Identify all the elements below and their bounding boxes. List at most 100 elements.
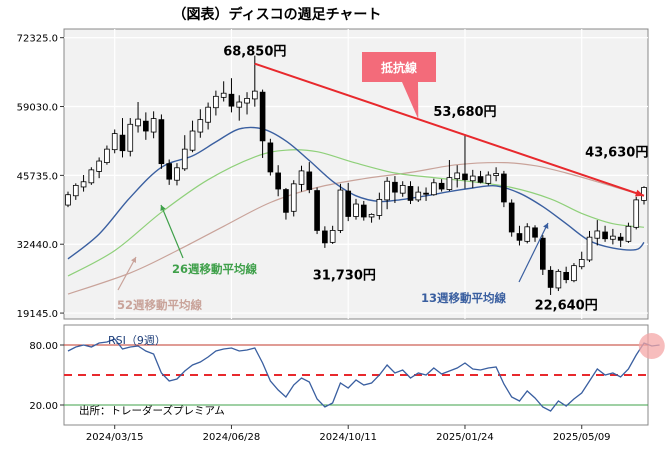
candle-body-up: [251, 90, 258, 100]
candle-body-up: [571, 265, 577, 282]
rsi-levels: [64, 344, 648, 406]
candle-body-down: [563, 271, 569, 281]
candle-body-up: [399, 184, 406, 194]
candle-body-up: [127, 123, 134, 152]
candle-body-up: [290, 183, 297, 212]
candle: [578, 251, 585, 270]
price-annotation: 22,640円: [535, 299, 598, 314]
candle: [431, 178, 437, 196]
candle: [104, 145, 110, 165]
price-y-axis: 72325.0 59030.0 45735.0 32440.0 19145.0: [17, 34, 64, 320]
candle: [392, 176, 398, 203]
candle: [625, 222, 632, 243]
ma52-callout-arrow: [117, 256, 137, 291]
ma26-callout: 26週移動平均線: [160, 204, 258, 276]
candle: [454, 165, 461, 188]
source-note: 出所：トレーダーズプレミアム: [79, 404, 225, 417]
candle: [353, 198, 359, 220]
ma26-line: [67, 149, 645, 277]
rsi-panel: 80.00 20.00 RSI（9週） 出所：トレーダーズプレミアム: [29, 324, 665, 426]
chart-title: （図表）ディスコの週足チャート: [173, 6, 382, 23]
candle: [594, 220, 601, 246]
candle: [423, 187, 429, 201]
candle-body-up: [244, 97, 250, 104]
candle: [563, 266, 569, 284]
ma26-label: 26週移動平均線: [172, 262, 258, 276]
candle: [415, 186, 422, 202]
candle-body-down: [345, 190, 352, 217]
ma52-line: [67, 161, 645, 295]
ma13-callout-arrowhead: [543, 223, 549, 229]
candle-body-up: [337, 189, 344, 231]
price-y-tick-label: 19145.0: [17, 309, 58, 320]
candle: [197, 109, 204, 138]
candle: [111, 129, 118, 154]
candle-body-down: [477, 176, 484, 183]
candle-body-down: [423, 192, 429, 195]
candle-body-down: [547, 269, 554, 288]
callout-box: [362, 52, 436, 82]
candle-body-down: [259, 91, 266, 142]
candle-body-up: [368, 213, 375, 218]
candle-body-down: [306, 171, 313, 190]
candle-body-up: [376, 198, 383, 216]
price-y-tick-label: 45735.0: [17, 171, 58, 182]
candle: [166, 159, 173, 185]
candle-body-down: [540, 237, 546, 270]
candle: [477, 170, 484, 184]
candle: [337, 183, 344, 234]
ma13-label: 13週移動平均線: [421, 291, 507, 305]
candle: [174, 163, 180, 186]
candle: [329, 225, 336, 244]
candle: [290, 180, 297, 217]
candle-body-up: [415, 191, 422, 201]
rsi-y-tick-label: 20.00: [29, 401, 58, 412]
candle: [275, 165, 281, 197]
candle-body-up: [610, 235, 616, 240]
candle: [322, 226, 328, 248]
candle: [236, 95, 243, 121]
candle-body-up: [485, 174, 492, 184]
candle: [407, 181, 414, 205]
x-tick-label: 2024/10/11: [319, 432, 377, 443]
ma26-layer: [67, 149, 645, 277]
candle: [259, 89, 266, 158]
candle-body-up: [586, 236, 593, 261]
rsi-panel-frame: [63, 324, 649, 426]
candle-body-down: [392, 181, 398, 193]
candle-body-down: [314, 190, 320, 231]
rsi-line: [67, 338, 660, 412]
candle-body-up: [181, 148, 188, 170]
candle: [150, 111, 157, 139]
price-y-tick-label: 72325.0: [17, 34, 58, 45]
ma13-callout: 13週移動平均線: [421, 222, 549, 305]
candlestick-series: [65, 55, 647, 295]
candle-body-down: [275, 172, 281, 190]
candle-body-down: [267, 142, 274, 173]
ma52-callout-arrowhead: [131, 257, 136, 263]
candle-body-down: [508, 202, 515, 233]
candle-body-down: [143, 120, 149, 132]
candle-body-down: [602, 231, 608, 240]
candle-body-down: [228, 93, 235, 107]
candle-body-up: [578, 259, 585, 268]
candle: [462, 134, 468, 189]
ma52-label: 52週移動平均線: [117, 298, 203, 312]
candle-body-up: [469, 175, 476, 182]
candle-body-up: [594, 230, 601, 239]
candle-body-up: [111, 133, 118, 151]
candle: [446, 160, 453, 192]
candle: [633, 196, 640, 230]
candle-body-up: [220, 92, 227, 98]
resistance-line-layer: 抵抗線: [254, 52, 645, 197]
candle: [228, 78, 235, 113]
candle-body-up: [205, 106, 211, 123]
price-annotation: 68,850円: [223, 45, 286, 60]
ma13-callout-arrow: [518, 222, 549, 283]
candle-body-up: [80, 181, 87, 188]
candle: [532, 225, 538, 242]
candle: [189, 120, 196, 153]
candle-body-up: [65, 194, 71, 206]
candle: [485, 171, 492, 186]
